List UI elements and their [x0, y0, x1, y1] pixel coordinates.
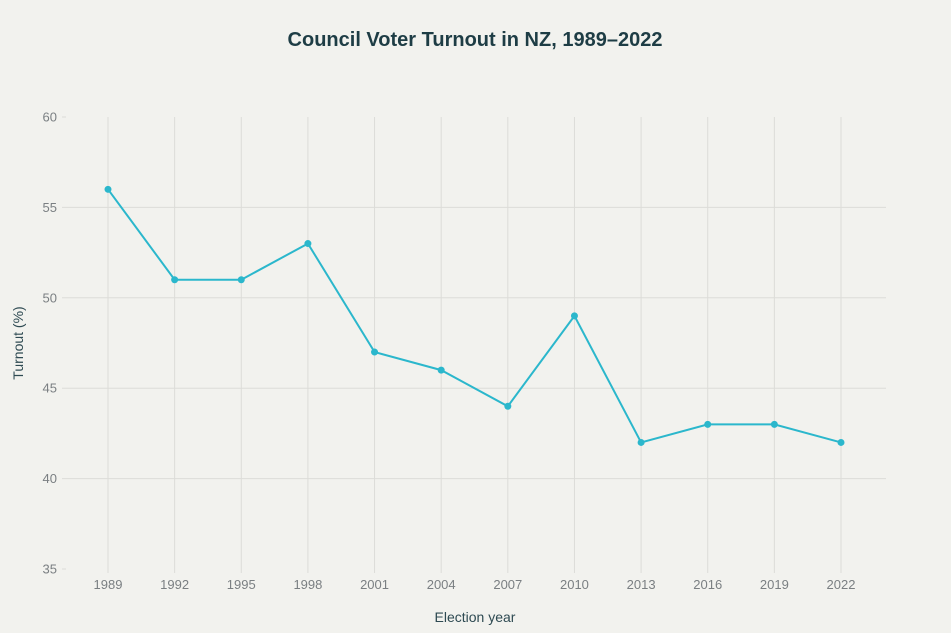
y-tick-label: 45 — [43, 381, 57, 396]
x-tick-label: 1998 — [293, 577, 322, 592]
data-point[interactable] — [704, 420, 712, 428]
y-tick-label: 55 — [43, 200, 57, 215]
x-tick-label: 2004 — [427, 577, 456, 592]
y-axis-title: Turnout (%) — [10, 306, 26, 379]
data-point[interactable] — [504, 402, 512, 410]
data-point[interactable] — [304, 240, 312, 248]
y-tick-label: 60 — [43, 110, 57, 125]
data-point[interactable] — [104, 185, 112, 193]
x-axis-title: Election year — [435, 609, 516, 625]
x-tick-label: 2010 — [560, 577, 589, 592]
y-tick-label: 50 — [43, 290, 57, 305]
x-tick-label: 2013 — [627, 577, 656, 592]
data-point[interactable] — [237, 276, 245, 284]
data-point[interactable] — [837, 438, 845, 446]
series-turnout — [104, 185, 845, 446]
data-point[interactable] — [637, 438, 645, 446]
x-tick-label: 1995 — [227, 577, 256, 592]
data-point[interactable] — [171, 276, 179, 284]
series-line — [107, 188, 842, 444]
data-point[interactable] — [437, 366, 445, 374]
x-tick-label: 2007 — [493, 577, 522, 592]
data-point[interactable] — [570, 312, 578, 320]
x-tick-label: 1989 — [94, 577, 123, 592]
chart-title: Council Voter Turnout in NZ, 1989–2022 — [288, 29, 663, 51]
x-tick-label: 2016 — [693, 577, 722, 592]
gridlines — [62, 116, 886, 573]
data-point[interactable] — [371, 348, 379, 356]
x-tick-label: 2022 — [827, 577, 856, 592]
y-tick-label: 35 — [43, 562, 57, 577]
x-tick-label: 2019 — [760, 577, 789, 592]
y-tick-label: 40 — [43, 471, 57, 486]
x-tick-label: 2001 — [360, 577, 389, 592]
x-tick-label: 1992 — [160, 577, 189, 592]
y-axis: 35 40 45 50 55 60 — [43, 110, 57, 577]
data-point[interactable] — [770, 420, 778, 428]
x-axis: 1989 1992 1995 1998 2001 2004 2007 2010 2013 2016… — [94, 577, 856, 592]
